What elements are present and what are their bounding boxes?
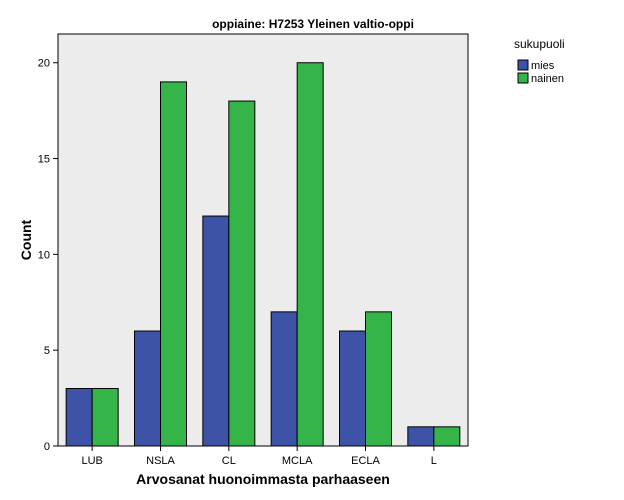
x-tick-label: LUB (81, 455, 102, 467)
bar-mies-ECLA (339, 330, 366, 447)
y-tick-label: 10 (38, 249, 50, 261)
bar-nainen-LUB (91, 388, 119, 447)
bar-mies-L (407, 426, 435, 447)
legend-swatch-nainen (517, 72, 529, 84)
x-tick-label: ECLA (351, 455, 380, 467)
legend-title: sukupuoli (514, 37, 565, 51)
bar-nainen-MCLA (296, 62, 324, 447)
y-tick-label: 15 (38, 154, 50, 166)
y-axis: 0 5 10 15 20 (38, 58, 58, 453)
y-tick-label: 5 (44, 345, 50, 357)
bar-mies-NSLA (134, 330, 161, 447)
bar-nainen-NSLA (160, 81, 187, 447)
bar-mies-LUB (65, 388, 93, 447)
x-axis-title: Arvosanat huonoimmasta parhaaseen (136, 471, 390, 487)
legend-label-nainen: nainen (531, 73, 564, 85)
bars-group (65, 62, 461, 447)
y-tick-label: 0 (44, 441, 50, 453)
bar-nainen-ECLA (365, 311, 392, 447)
legend-swatch-mies (517, 59, 529, 71)
plot-area (57, 33, 469, 447)
legend-label-mies: mies (531, 60, 555, 72)
x-tick-label: CL (222, 455, 236, 467)
y-tick-label: 20 (38, 58, 50, 70)
x-axis: LUB NSLA CL MCLA ECLA L (81, 446, 437, 467)
x-tick-label: MCLA (282, 455, 313, 467)
y-axis-title: Count (18, 219, 34, 260)
bar-nainen-CL (228, 100, 256, 447)
x-tick-label: NSLA (146, 455, 175, 467)
x-tick-label: L (431, 455, 437, 467)
bar-mies-MCLA (270, 311, 298, 447)
bar-nainen-L (433, 426, 461, 447)
bar-mies-CL (202, 215, 230, 447)
chart-title: oppiaine: H7253 Yleinen valtio-oppi (212, 17, 414, 31)
